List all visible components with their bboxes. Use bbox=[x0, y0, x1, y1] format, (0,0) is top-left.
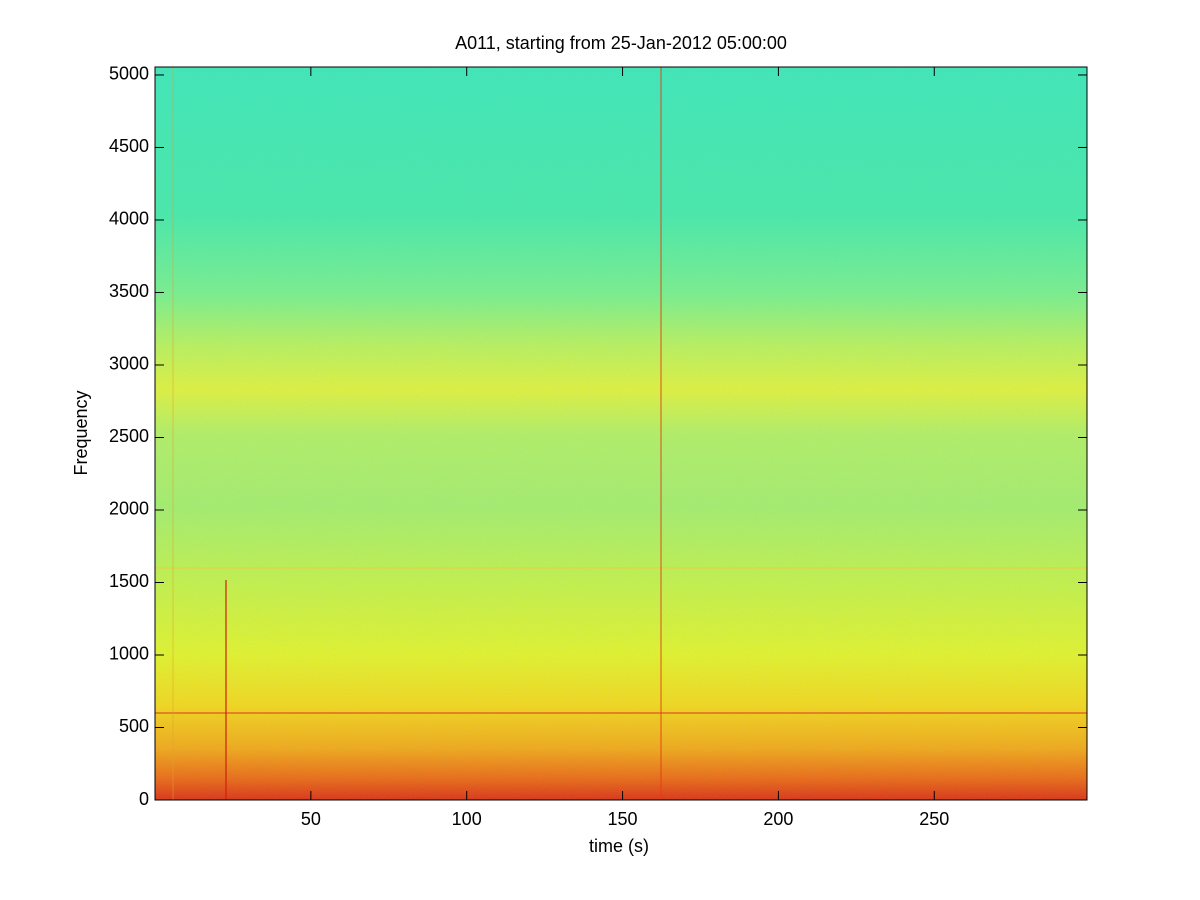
y-tick-label: 3500 bbox=[109, 281, 149, 301]
axes-frame bbox=[154, 66, 1088, 801]
y-tick-label: 4000 bbox=[109, 209, 149, 229]
x-tick-label: 100 bbox=[452, 809, 482, 829]
y-tick-label: 1000 bbox=[109, 644, 149, 664]
y-tick-label: 5000 bbox=[109, 64, 149, 84]
y-tick-label: 2500 bbox=[109, 426, 149, 446]
y-tick-label: 0 bbox=[139, 789, 149, 809]
y-tick-label: 500 bbox=[119, 716, 149, 736]
x-tick-label: 200 bbox=[763, 809, 793, 829]
x-axis-label: time (s) bbox=[589, 836, 649, 856]
plot-area bbox=[154, 66, 1088, 801]
spectrogram-texture bbox=[155, 67, 1087, 800]
y-axis-label: Frequency bbox=[71, 390, 91, 475]
chart-title: A011, starting from 25-Jan-2012 05:00:00 bbox=[455, 33, 787, 53]
x-tick-label: 150 bbox=[608, 809, 638, 829]
y-tick-label: 3000 bbox=[109, 354, 149, 374]
x-tick-label: 50 bbox=[301, 809, 321, 829]
y-tick-label: 2000 bbox=[109, 499, 149, 519]
y-tick-label: 1500 bbox=[109, 571, 149, 591]
x-tick-label: 250 bbox=[919, 809, 949, 829]
y-tick-label: 4500 bbox=[109, 136, 149, 156]
